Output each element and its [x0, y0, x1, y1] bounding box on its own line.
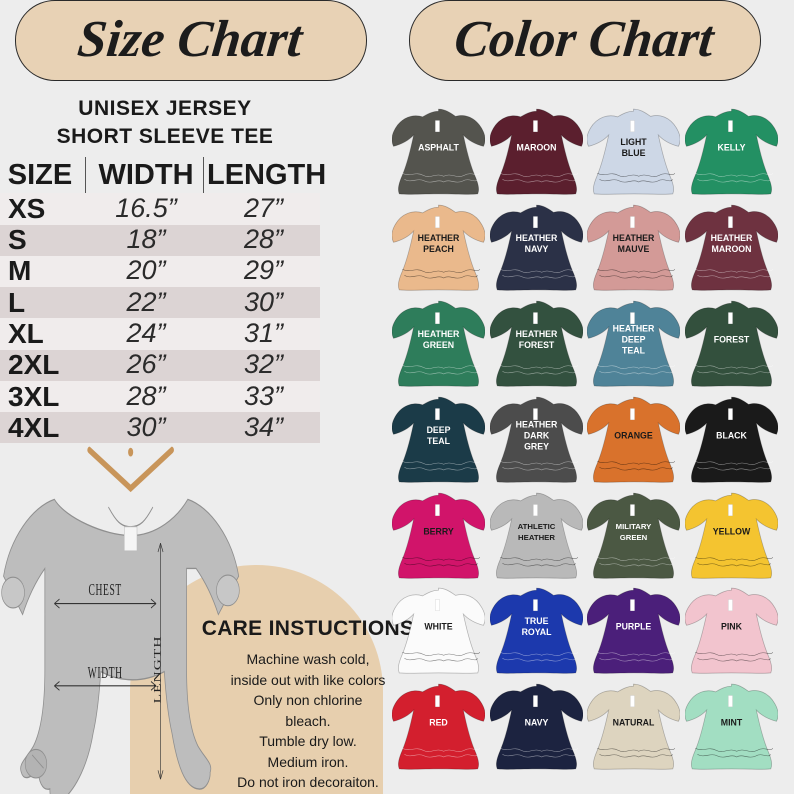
- svg-text:MAROON: MAROON: [516, 143, 556, 153]
- svg-text:BLACK: BLACK: [716, 430, 747, 440]
- svg-text:PINK: PINK: [721, 622, 743, 632]
- svg-text:KELLY: KELLY: [717, 143, 745, 153]
- svg-text:PURPLE: PURPLE: [616, 622, 652, 632]
- svg-text:NAVY: NAVY: [524, 718, 548, 728]
- svg-text:MINT: MINT: [721, 718, 743, 728]
- svg-text:ORANGE: ORANGE: [614, 430, 653, 440]
- svg-text:FOREST: FOREST: [714, 334, 750, 344]
- svg-text:RED: RED: [429, 718, 448, 728]
- svg-text:BERRY: BERRY: [423, 526, 454, 536]
- svg-text:WHITE: WHITE: [424, 622, 452, 632]
- svg-text:NATURAL: NATURAL: [613, 718, 655, 728]
- svg-text:ASPHALT: ASPHALT: [418, 143, 459, 153]
- svg-text:YELLOW: YELLOW: [713, 526, 751, 536]
